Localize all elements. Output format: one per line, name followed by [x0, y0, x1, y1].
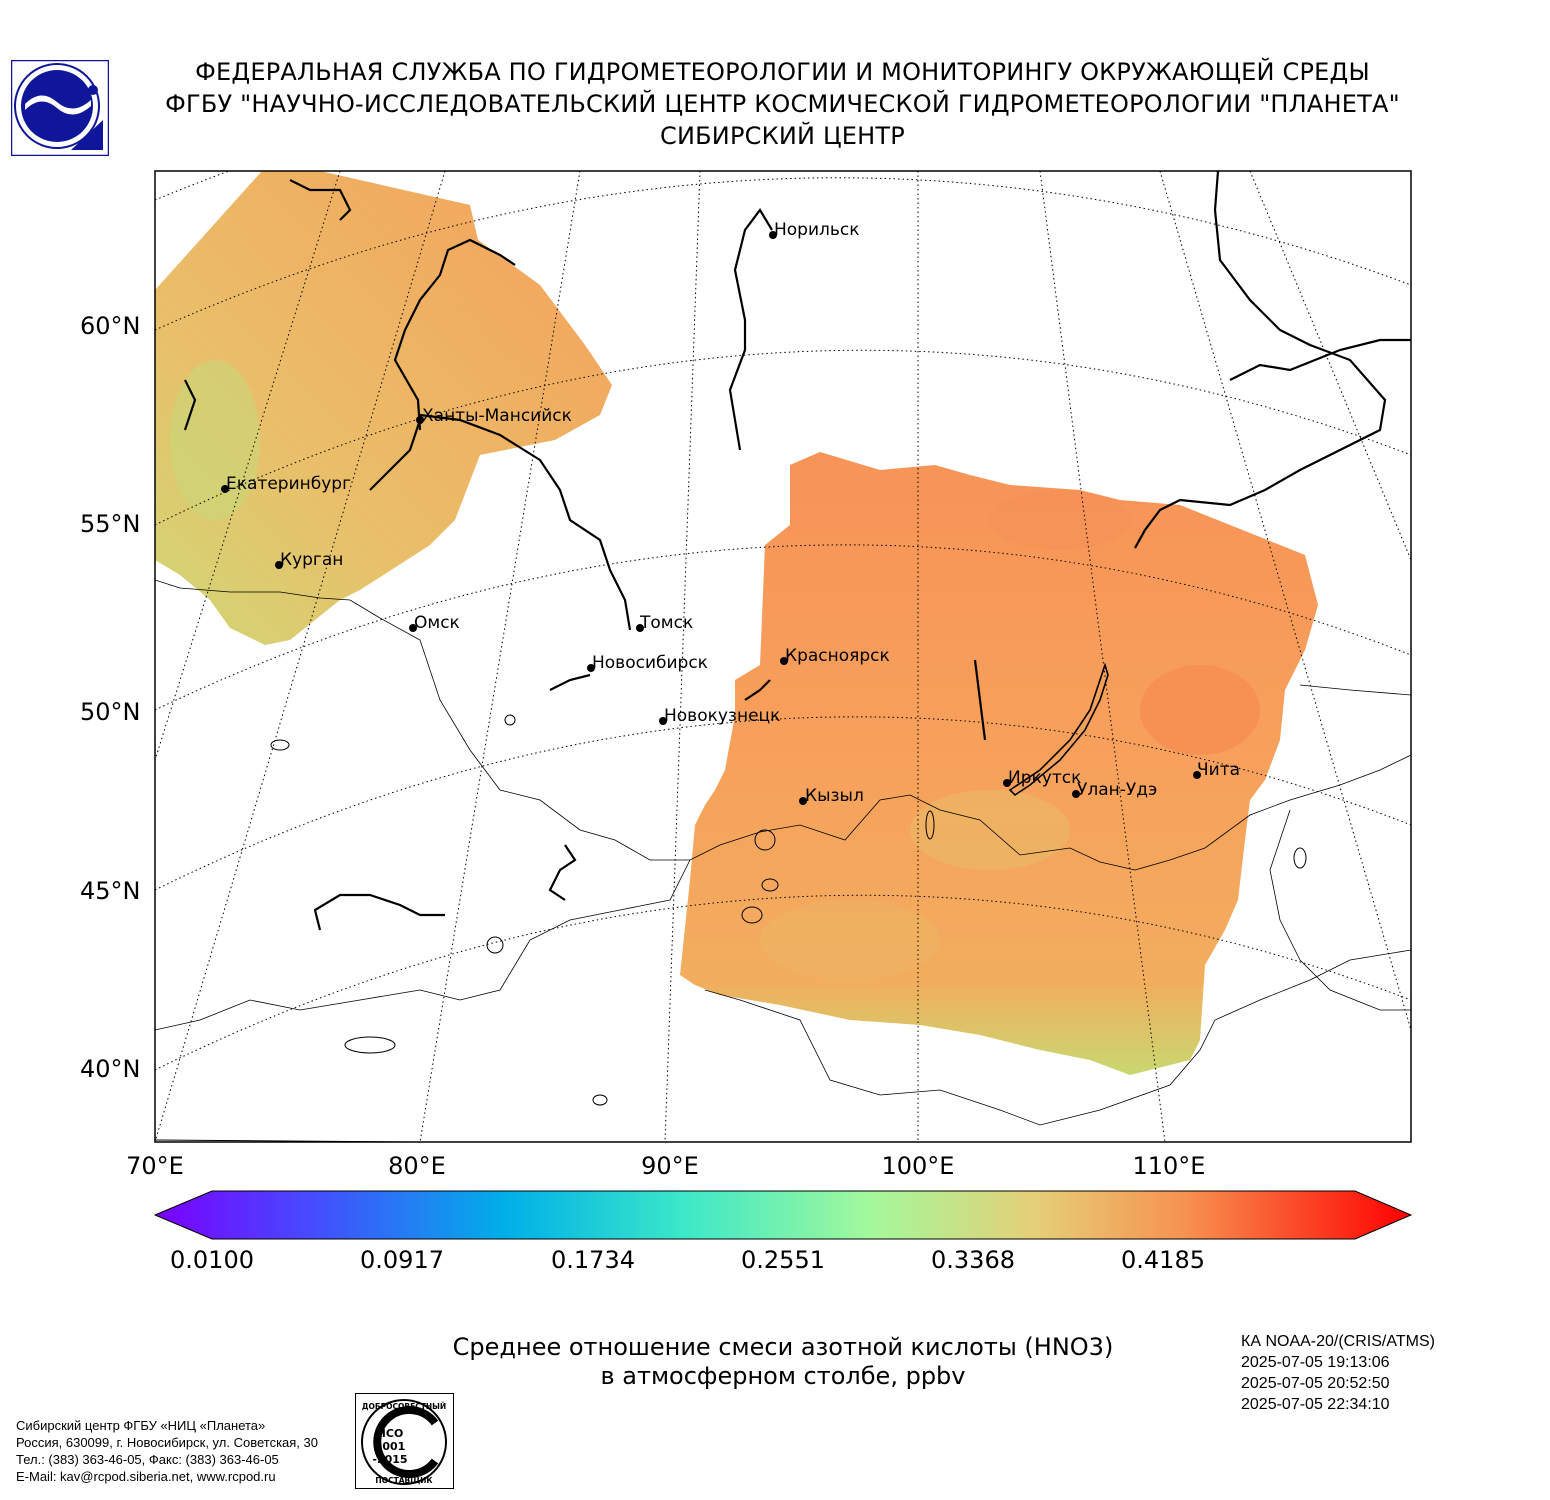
header-line-1: ФЕДЕРАЛЬНАЯ СЛУЖБА ПО ГИДРОМЕТЕОРОЛОГИИ … [195, 58, 1370, 86]
city-label: Ханты-Мансийск [422, 406, 572, 426]
colorbar-tick: 0.4185 [1121, 1246, 1205, 1274]
city-label: Омск [414, 613, 460, 633]
city-label: Кызыл [805, 786, 864, 806]
address-line: Сибирский центр ФГБУ «НИЦ «Планета» [16, 1418, 266, 1433]
city-label: Курган [280, 550, 343, 570]
lon-label: 110°E [1132, 1152, 1206, 1180]
city-label: Новокузнецк [664, 706, 780, 726]
city-label: Красноярск [785, 646, 890, 666]
city-label: Иркутск [1008, 768, 1081, 788]
lat-label: 40°N [80, 1055, 141, 1083]
lon-label: 90°E [641, 1152, 699, 1180]
colorbar-tick: 0.3368 [931, 1246, 1015, 1274]
pass-time: 2025-07-05 20:52:50 [1241, 1375, 1390, 1392]
address-line: E-Mail: kav@rcpod.siberia.net, www.rcpod… [16, 1469, 276, 1484]
header-line-2: ФГБУ "НАУЧНО-ИССЛЕДОВАТЕЛЬСКИЙ ЦЕНТР КОС… [165, 90, 1400, 118]
iso-b: 9001 [375, 1440, 406, 1453]
lat-label: 50°N [80, 698, 141, 726]
satellite-name: КА NOAA-20/(CRIS/ATMS) [1241, 1333, 1435, 1350]
field-west [155, 171, 612, 645]
city-label: Новосибирск [592, 653, 708, 673]
address-line: Тел.: (383) 363-46-05, Факс: (383) 363-4… [16, 1452, 279, 1467]
lon-label: 70°E [126, 1152, 184, 1180]
city-label: Улан-Удэ [1077, 780, 1157, 800]
product-title-line-2: в атмосферном столбе, ppbv [600, 1362, 966, 1390]
header-line-3: СИБИРСКИЙ ЦЕНТР [660, 122, 905, 150]
colorbar-tick: 0.0917 [360, 1246, 444, 1274]
planeta-logo [11, 60, 109, 156]
iso-badge: ДОБРОСОВЕСТНЫЙ ИСО 9001 -2015 ПОСТАВЩИК [355, 1393, 454, 1489]
iso-top: ДОБРОСОВЕСТНЫЙ [362, 1402, 446, 1411]
product-title-line-1: Среднее отношение смеси азотной кислоты … [452, 1333, 1114, 1361]
lat-label: 60°N [80, 312, 141, 340]
lon-label: 100°E [881, 1152, 955, 1180]
lon-label: 80°E [388, 1152, 446, 1180]
city-label: Норильск [774, 220, 860, 240]
colorbar-tick: 0.0100 [170, 1246, 254, 1274]
colorbar-tick: 0.2551 [741, 1246, 825, 1274]
pass-time: 2025-07-05 22:34:10 [1241, 1396, 1390, 1413]
iso-a: ИСО [377, 1427, 404, 1440]
city-label: Екатеринбург [226, 474, 351, 494]
colorbar-tick: 0.1734 [551, 1246, 635, 1274]
iso-c: -2015 [372, 1453, 407, 1466]
iso-bottom: ПОСТАВЩИК [375, 1476, 433, 1485]
lat-label: 45°N [80, 877, 141, 905]
colorbar [153, 1190, 1413, 1240]
lat-label: 55°N [80, 510, 141, 538]
pass-time: 2025-07-05 19:13:06 [1241, 1354, 1390, 1371]
city-label: Томск [639, 613, 693, 633]
address-line: Россия, 630099, г. Новосибирск, ул. Сове… [16, 1435, 318, 1450]
city-label: Чита [1197, 760, 1240, 780]
